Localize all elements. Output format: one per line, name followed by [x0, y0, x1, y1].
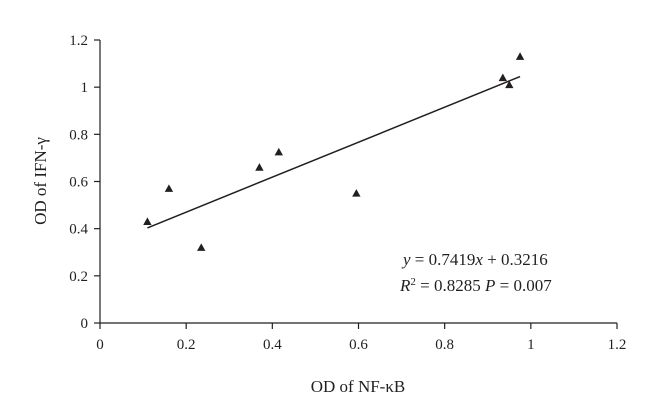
x-tick-label: 0.2 — [177, 337, 196, 353]
x-tick-label: 1 — [527, 337, 535, 353]
data-point — [505, 80, 514, 89]
trendline-group — [147, 75, 521, 229]
y-tick-label: 0.4 — [69, 222, 88, 238]
y-axis-title: OD of IFN-γ — [31, 137, 50, 225]
data-point — [255, 163, 264, 171]
trendline — [147, 75, 521, 229]
data-point — [352, 189, 361, 197]
x-tick-label: 0 — [96, 337, 104, 353]
y-tick-label: 1 — [81, 80, 89, 96]
equation-annotation: y = 0.7419x + 0.3216 R2 = 0.8285 P = 0.0… — [399, 250, 552, 295]
y-ticks: 0 0.2 0.4 0.6 0.8 1 1.2 — [69, 33, 100, 332]
x-tick-label: 0.8 — [435, 337, 454, 353]
y-tick-label: 0 — [81, 316, 89, 332]
r-squared-and-p-value: R2 = 0.8285 P = 0.007 — [399, 276, 552, 295]
data-point — [164, 184, 174, 192]
data-point — [274, 147, 283, 156]
x-tick-label: 0.4 — [263, 337, 282, 353]
x-ticks: 0 0.2 0.4 0.6 0.8 1 1.2 — [96, 323, 626, 353]
data-point — [197, 243, 206, 251]
y-tick-label: 0.8 — [69, 127, 88, 143]
y-tick-label: 1.2 — [69, 33, 88, 49]
data-points — [143, 52, 525, 251]
y-tick-label: 0.6 — [69, 175, 88, 191]
regression-equation: y = 0.7419x + 0.3216 — [401, 250, 548, 269]
data-point — [515, 52, 525, 60]
x-tick-label: 0.6 — [349, 337, 368, 353]
data-point — [498, 73, 508, 82]
x-axis-title: OD of NF-κB — [311, 377, 406, 396]
data-point — [143, 217, 152, 225]
x-tick-label: 1.2 — [608, 337, 627, 353]
y-tick-label: 0.2 — [69, 269, 88, 285]
